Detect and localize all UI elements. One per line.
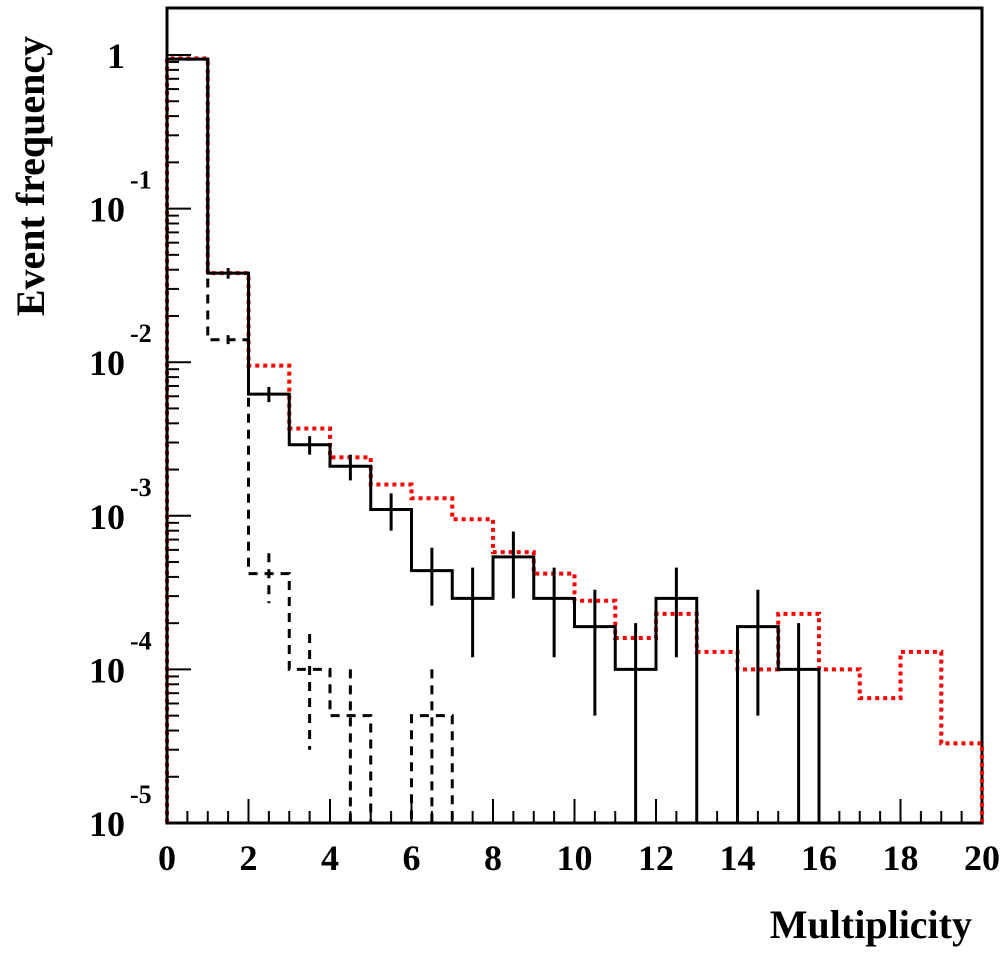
y-tick-label: 10 [89, 804, 125, 844]
y-tick-labels: 110-110-210-310-410-5 [89, 36, 152, 844]
series-layer [165, 56, 984, 825]
y-tick-exponent: -2 [130, 319, 152, 348]
x-tick-label: 16 [801, 838, 837, 878]
y-tick-label: 10 [89, 650, 125, 690]
x-tick-label: 4 [321, 838, 339, 878]
x-tick-labels: 0 2 4 6 8 10 12 14 16 18 20 [158, 838, 1000, 878]
y-tick-exponent: -1 [130, 166, 152, 195]
x-tick-label: 14 [720, 838, 756, 878]
y-tick-exponent: -4 [130, 626, 152, 655]
y-tick-label: 10 [89, 190, 125, 230]
series-solid-histogram [165, 57, 982, 825]
x-tick-label: 8 [484, 838, 502, 878]
x-tick-label: 12 [638, 838, 674, 878]
y-tick-exponent: -5 [130, 780, 152, 809]
x-tick-label: 18 [883, 838, 919, 878]
x-tick-label: 6 [403, 838, 421, 878]
series-dotted-histogram [165, 56, 984, 823]
x-tick-label: 20 [964, 838, 1000, 878]
y-axis-title: Event frequency [8, 36, 53, 316]
x-tick-label: 10 [557, 838, 593, 878]
y-tick-exponent: -3 [130, 473, 152, 502]
x-axis-title: Multiplicity [770, 902, 972, 947]
y-tick-label: 10 [89, 343, 125, 383]
x-tick-label: 0 [158, 838, 176, 878]
series-dashed-histogram [165, 57, 982, 825]
x-tick-label: 2 [240, 838, 258, 878]
y-tick-label: 1 [107, 36, 125, 76]
y-tick-label: 10 [89, 497, 125, 537]
